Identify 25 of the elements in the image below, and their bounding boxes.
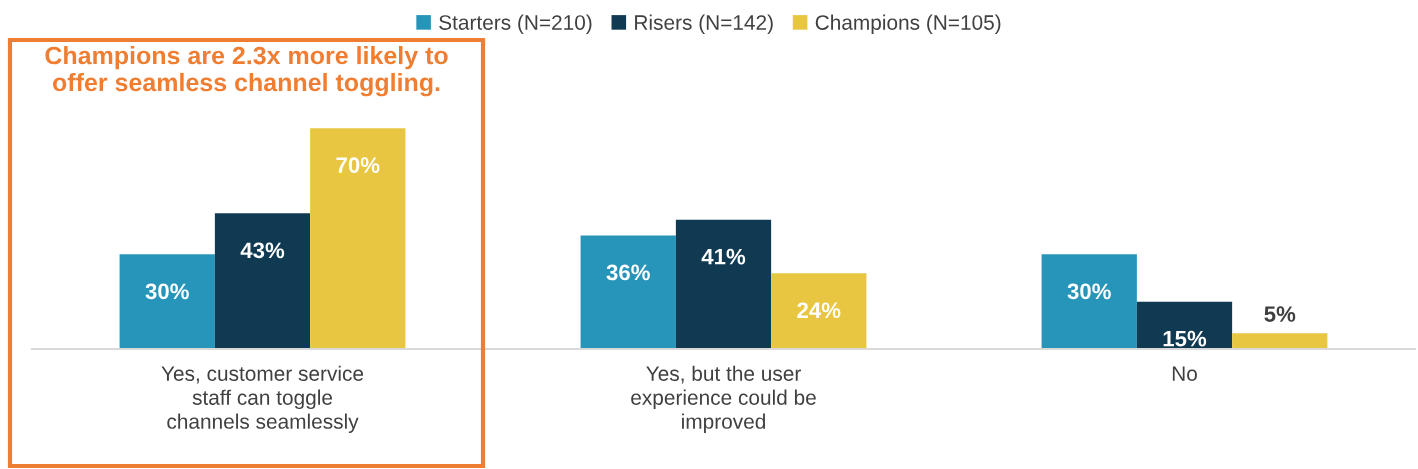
bar	[771, 273, 867, 349]
x-tick-label: No	[1172, 366, 1197, 381]
bar	[1041, 254, 1137, 349]
x-tick-label: Yes, but the user experience could be improved	[631, 365, 816, 433]
legend-label: Champions (N=105)	[815, 14, 1001, 34]
data-label: 30%	[145, 283, 189, 300]
bar	[1232, 333, 1328, 349]
x-tick-label: Yes, customer service staff can toggle channels seamlessly	[161, 365, 364, 433]
bar	[1136, 301, 1233, 349]
bar	[119, 254, 215, 349]
text: Champions are 2.3x more likely to offer seamless channel toggling.	[45, 46, 448, 97]
data-label: 43%	[240, 242, 285, 259]
data-label: 5%	[1264, 306, 1296, 322]
legend-label: Risers (N=142)	[635, 14, 773, 34]
data-label: 24%	[797, 302, 841, 319]
bar	[580, 235, 676, 349]
bar	[310, 128, 406, 349]
data-label: 15%	[1163, 330, 1207, 347]
data-label: 41%	[701, 248, 746, 265]
data-label: 70%	[336, 157, 380, 173]
data-label: 30%	[1067, 283, 1111, 300]
legend-label: Starters (N=210)	[439, 14, 592, 34]
bar	[214, 213, 311, 349]
bar	[675, 219, 772, 349]
data-label: 36%	[606, 264, 650, 281]
